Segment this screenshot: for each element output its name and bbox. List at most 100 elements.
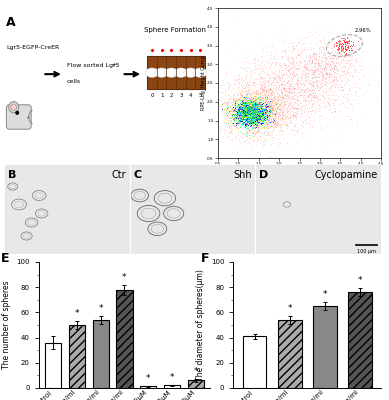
Point bbox=[254, 99, 260, 106]
Point bbox=[258, 70, 264, 77]
Point bbox=[313, 72, 319, 79]
Point bbox=[254, 110, 260, 116]
Point bbox=[247, 74, 254, 81]
Point bbox=[213, 100, 219, 106]
Point bbox=[321, 94, 328, 101]
Point bbox=[254, 101, 260, 108]
Point bbox=[247, 90, 253, 97]
Point bbox=[320, 70, 326, 77]
Point bbox=[247, 106, 253, 112]
Point bbox=[296, 59, 302, 66]
Point bbox=[352, 48, 358, 54]
Point bbox=[294, 93, 300, 100]
Point bbox=[257, 103, 263, 110]
Point bbox=[305, 81, 311, 87]
Point bbox=[265, 71, 272, 77]
Point bbox=[242, 105, 249, 112]
Point bbox=[250, 103, 256, 110]
Point bbox=[244, 97, 250, 104]
Point bbox=[254, 117, 260, 123]
Point bbox=[300, 40, 306, 46]
Point bbox=[291, 47, 297, 53]
Point bbox=[259, 118, 265, 124]
Point bbox=[322, 104, 328, 110]
Point bbox=[290, 69, 296, 75]
Point bbox=[230, 114, 237, 120]
Point bbox=[238, 48, 245, 54]
Point bbox=[327, 102, 333, 109]
Point bbox=[260, 110, 266, 116]
Point bbox=[249, 104, 256, 110]
Point bbox=[251, 107, 257, 114]
Point bbox=[316, 52, 322, 59]
Point bbox=[353, 55, 359, 61]
Point bbox=[292, 81, 298, 88]
Point bbox=[239, 108, 245, 115]
Point bbox=[277, 82, 283, 88]
Point bbox=[241, 93, 247, 99]
Point bbox=[318, 74, 324, 81]
Point bbox=[277, 106, 283, 113]
Point bbox=[256, 113, 263, 119]
Point bbox=[253, 91, 259, 97]
Point bbox=[272, 99, 278, 105]
Point bbox=[302, 75, 308, 81]
Point bbox=[251, 107, 257, 114]
Point bbox=[322, 81, 328, 88]
Point bbox=[252, 96, 258, 102]
Point bbox=[333, 112, 339, 118]
Point bbox=[212, 118, 218, 125]
Point bbox=[241, 108, 247, 115]
Point bbox=[302, 63, 308, 69]
Point bbox=[294, 97, 300, 103]
Text: *: * bbox=[98, 304, 103, 313]
Point bbox=[240, 119, 246, 126]
Point bbox=[273, 117, 279, 124]
Point bbox=[342, 73, 348, 79]
Point bbox=[301, 40, 308, 47]
Point bbox=[351, 66, 357, 72]
Point bbox=[253, 90, 259, 96]
Text: *: * bbox=[75, 309, 79, 318]
Point bbox=[258, 109, 264, 115]
Point bbox=[244, 128, 250, 135]
Point bbox=[251, 95, 258, 101]
Point bbox=[239, 105, 245, 111]
Point bbox=[242, 133, 248, 140]
Point bbox=[240, 102, 246, 108]
Point bbox=[249, 129, 255, 136]
Point bbox=[314, 64, 321, 71]
Point bbox=[236, 103, 242, 109]
Point bbox=[244, 110, 251, 117]
Point bbox=[277, 116, 283, 122]
Point bbox=[252, 96, 259, 102]
Point bbox=[326, 95, 332, 101]
Point bbox=[267, 110, 273, 116]
Point bbox=[229, 114, 235, 120]
Point bbox=[291, 85, 297, 91]
Point bbox=[321, 79, 327, 85]
Point bbox=[241, 103, 247, 109]
Point bbox=[319, 73, 326, 80]
Point bbox=[277, 128, 283, 134]
Point bbox=[315, 62, 322, 68]
Point bbox=[313, 83, 319, 89]
Point bbox=[303, 70, 309, 76]
Point bbox=[262, 129, 268, 135]
Point bbox=[251, 116, 258, 122]
Point bbox=[248, 99, 254, 106]
Point bbox=[247, 105, 254, 111]
Point bbox=[255, 109, 261, 115]
Point bbox=[301, 86, 307, 93]
Point bbox=[244, 102, 251, 108]
Point bbox=[317, 84, 323, 91]
Point bbox=[258, 74, 264, 80]
Point bbox=[255, 112, 261, 118]
Point bbox=[247, 109, 253, 116]
Point bbox=[283, 120, 289, 127]
Point bbox=[230, 99, 236, 105]
Point bbox=[249, 104, 255, 110]
Point bbox=[312, 94, 318, 101]
Point bbox=[308, 87, 314, 93]
Point bbox=[227, 130, 233, 136]
